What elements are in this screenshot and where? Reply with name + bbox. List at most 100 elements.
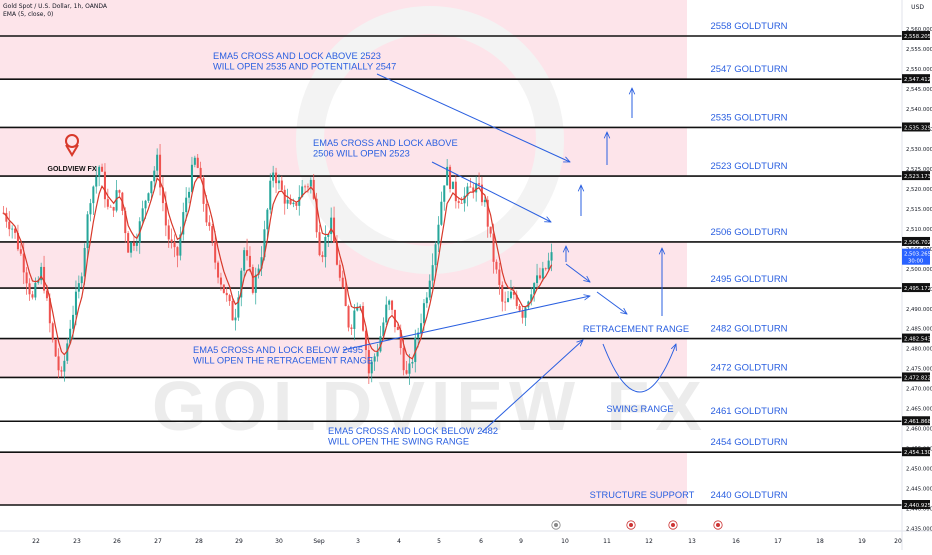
countdown-label: 30:00 (908, 259, 924, 265)
structure-support-label: STRUCTURE SUPPORT (590, 490, 695, 500)
candle-body (28, 283, 31, 295)
arrow-down-1 (565, 263, 590, 282)
candle-body (106, 199, 109, 207)
candle-body (385, 304, 388, 323)
candle-body (19, 249, 22, 254)
candle-body (422, 303, 425, 324)
level-price-tag (902, 283, 930, 293)
level-label: 2454 GOLDTURN (710, 437, 787, 448)
zone-band (0, 452, 687, 505)
time-tick: 27 (154, 538, 162, 545)
candle-body (544, 268, 547, 270)
time-tick: 9 (519, 538, 523, 545)
candle-body (277, 180, 280, 184)
candle-body (260, 257, 263, 269)
candle-body (164, 203, 167, 226)
arrows-layer (342, 73, 676, 433)
time-tick: 11 (603, 538, 611, 545)
candle-body (335, 242, 338, 265)
price-tick: 2,465.000 (906, 407, 932, 413)
swing-range-label: SWING RANGE (606, 404, 673, 414)
candle-body (489, 226, 492, 234)
candle-body (283, 189, 286, 204)
candle-body (550, 252, 553, 261)
candle-body (54, 339, 57, 357)
candle-body (451, 181, 454, 189)
candle-body (161, 187, 164, 204)
candle-body (190, 164, 193, 192)
candle-body (147, 193, 150, 201)
current-price-tag (902, 248, 930, 265)
candle-body (222, 284, 225, 293)
candle-body (495, 261, 498, 270)
candle-body (367, 350, 370, 374)
swing-curve-arrow (602, 344, 676, 393)
candle-body (57, 356, 60, 371)
candle-body (304, 186, 307, 188)
candle-body (8, 221, 11, 230)
level-price-label: 2,454.130 (904, 450, 932, 456)
time-tick: 22 (32, 538, 40, 545)
candle-body (286, 199, 289, 204)
time-tick: 13 (688, 538, 696, 545)
retracement-range-label: RETRACEMENT RANGE (583, 324, 689, 334)
candle-body (118, 190, 121, 193)
level-label: 2461 GOLDTURN (710, 406, 787, 417)
candle-body (501, 284, 504, 302)
candle-body (60, 370, 63, 372)
arrow-retracement-annotation (342, 296, 590, 351)
candle-body (399, 329, 402, 349)
candle-body (205, 203, 208, 223)
candle-body (507, 298, 510, 302)
price-tick: 2,490.000 (906, 307, 932, 313)
candle-body (333, 217, 336, 243)
candle-body (515, 294, 518, 306)
candle-body (521, 310, 524, 318)
annotation-line: EMA5 CROSS AND LOCK ABOVE (313, 138, 458, 148)
candle-body (83, 247, 86, 277)
annotation-line: EMA5 CROSS AND LOCK BELOW 2495 (193, 345, 363, 355)
candle-body (457, 201, 460, 203)
price-tick: 2,560.000 (906, 27, 932, 33)
level-price-tag (902, 500, 930, 509)
candle-body (153, 170, 156, 182)
watermark-layer: GOLDVIEW FX (152, 6, 702, 445)
candle-body (379, 336, 382, 352)
candle-body (11, 228, 14, 230)
annotation-line: EMA5 CROSS AND LOCK ABOVE 2523 (213, 51, 381, 61)
logo-icon (65, 134, 79, 148)
annotation-line: EMA5 CROSS AND LOCK BELOW 2482 (328, 426, 498, 436)
candle-body (167, 225, 170, 240)
candle-body (292, 202, 295, 205)
candle-body (225, 292, 228, 296)
candle-body (231, 301, 234, 321)
event-icon-dot (629, 523, 633, 527)
chart-title: Gold Spot / U.S. Dollar, 1h, OANDA EMA (… (3, 3, 107, 19)
candle-body (541, 268, 544, 279)
time-tick: 5 (437, 538, 441, 545)
price-tick: 2,525.000 (906, 167, 932, 173)
candle-body (486, 199, 489, 227)
time-tick: 23 (73, 538, 81, 545)
level-label: 2506 GOLDTURN (710, 227, 787, 238)
candle-body (112, 207, 115, 211)
candle-body (127, 233, 130, 253)
candle-body (408, 363, 411, 374)
candle-body (306, 186, 309, 188)
time-tick: 3 (356, 538, 360, 545)
candle-body (170, 239, 173, 242)
level-price-label: 2,523.173 (904, 174, 931, 180)
candle-body (202, 177, 205, 204)
candle-body (251, 267, 254, 293)
candle-body (460, 202, 463, 204)
candle-body (388, 300, 391, 305)
candle-body (312, 179, 315, 199)
candle-body (109, 206, 112, 208)
price-tick: 2,440.000 (906, 507, 932, 513)
candle-body (341, 277, 344, 288)
candle-body (492, 233, 495, 262)
event-icon-dot (716, 523, 720, 527)
candle-body (14, 228, 17, 233)
zone-band (0, 127, 687, 177)
